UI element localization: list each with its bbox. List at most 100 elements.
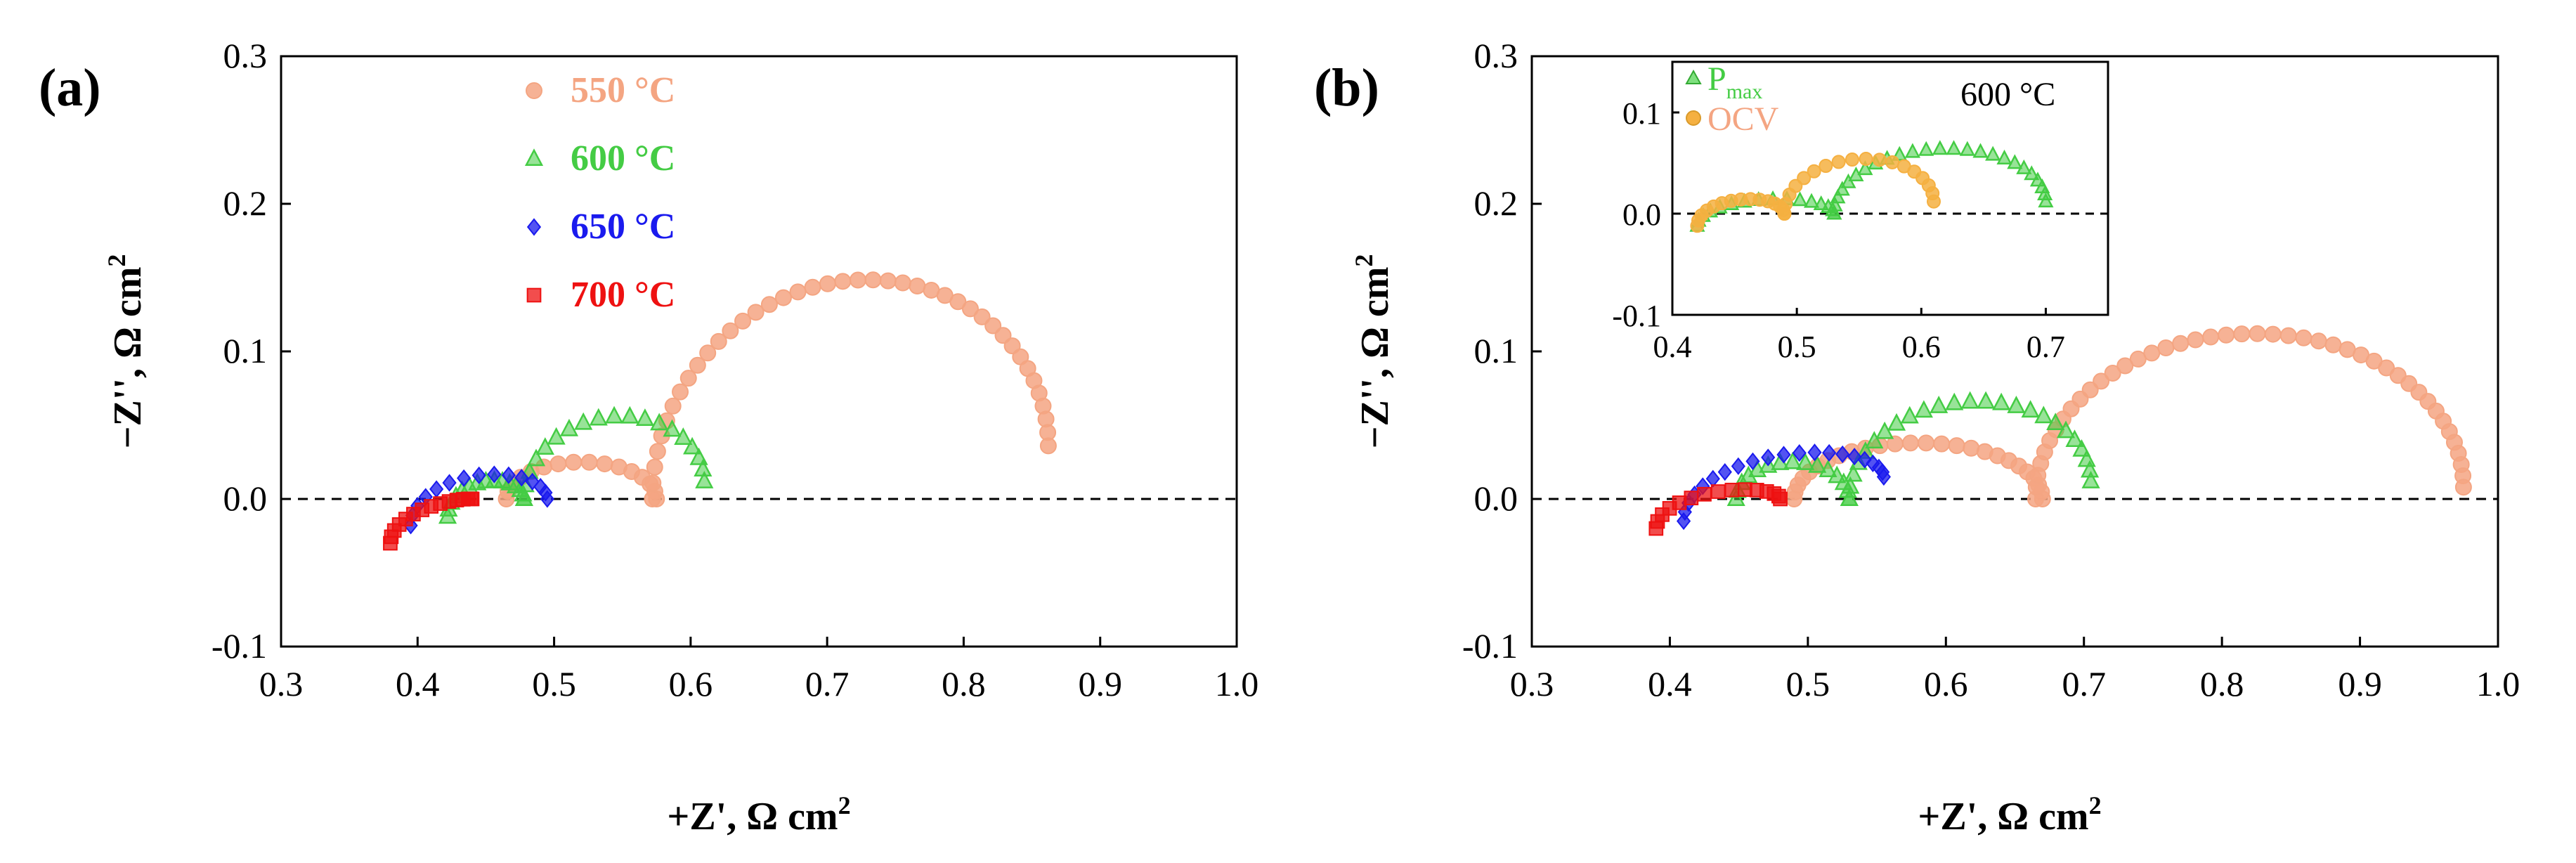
data-point bbox=[635, 408, 654, 426]
data-point bbox=[580, 453, 598, 471]
panel-b: (b) 0.3 0.4 0.5 0.6 0.7 0.8 0.9 1.0-0.10.00.10.… bbox=[1314, 36, 2520, 838]
data-point bbox=[1039, 437, 1057, 455]
data-point bbox=[1948, 437, 1965, 455]
data-point bbox=[1710, 484, 1726, 499]
data-point bbox=[2046, 413, 2065, 431]
inset-frame bbox=[1671, 60, 2109, 316]
data-point bbox=[1827, 196, 1843, 212]
data-point bbox=[819, 275, 836, 292]
data-point bbox=[734, 312, 752, 330]
data-point bbox=[2295, 329, 2312, 346]
data-point bbox=[1872, 153, 1887, 167]
legend-marker bbox=[524, 148, 544, 167]
data-point bbox=[2279, 327, 2297, 344]
x-tick-label: 1.0 bbox=[2476, 664, 2520, 703]
data-point bbox=[2187, 331, 2204, 349]
data-point bbox=[649, 443, 666, 460]
series-ocv bbox=[1690, 152, 1941, 233]
data-point bbox=[1835, 445, 1850, 464]
data-point bbox=[1914, 400, 1933, 418]
data-point bbox=[650, 413, 669, 431]
data-point bbox=[2249, 325, 2266, 342]
data-point bbox=[2233, 325, 2251, 343]
data-point bbox=[1977, 391, 1996, 409]
data-point bbox=[834, 273, 852, 290]
data-point bbox=[1875, 421, 1894, 439]
data-point bbox=[526, 448, 546, 467]
y-tick-label: 0.3 bbox=[223, 36, 268, 75]
data-point bbox=[1796, 453, 1815, 470]
data-point bbox=[984, 317, 1002, 335]
data-point bbox=[2007, 154, 2023, 169]
data-point bbox=[1918, 141, 1934, 156]
data-point bbox=[535, 437, 554, 455]
x-tick-label: 1.0 bbox=[1215, 664, 1259, 703]
panel-a-plot-frame bbox=[280, 55, 1238, 648]
data-point bbox=[2378, 359, 2395, 377]
data-point bbox=[1933, 435, 1951, 453]
data-point bbox=[1731, 457, 1745, 475]
data-point bbox=[2093, 372, 2110, 390]
y-tick-label: 0.0 bbox=[1622, 197, 1661, 232]
data-point bbox=[1808, 455, 1827, 473]
data-point bbox=[747, 304, 765, 321]
data-point bbox=[973, 308, 991, 325]
panel-b-inset: 0.4 0.5 0.6 0.7 -0.1 0.0 0.1 600 °C Pmax OCV bbox=[1612, 60, 2109, 364]
data-point bbox=[2116, 357, 2134, 375]
data-point bbox=[1684, 491, 1699, 505]
legend-marker bbox=[526, 218, 542, 236]
data-point bbox=[961, 300, 979, 318]
data-point bbox=[672, 383, 689, 401]
data-point bbox=[1885, 155, 1900, 169]
x-tick-label: 0.9 bbox=[2338, 664, 2382, 703]
panel-a-data-points bbox=[383, 271, 1057, 551]
data-point bbox=[722, 322, 739, 339]
data-point bbox=[1887, 413, 1906, 431]
inset-data-points bbox=[1689, 140, 2054, 233]
data-point bbox=[789, 283, 807, 301]
data-point bbox=[1963, 439, 1980, 457]
panel-b-label: (b) bbox=[1314, 58, 1379, 117]
data-point bbox=[760, 296, 778, 313]
data-point bbox=[1901, 434, 1919, 452]
y-tick-label: 0.1 bbox=[223, 331, 268, 370]
data-point bbox=[1930, 396, 1949, 413]
data-point bbox=[2264, 325, 2282, 343]
data-point bbox=[1844, 464, 1863, 482]
data-point bbox=[679, 370, 697, 387]
data-point bbox=[1972, 143, 1989, 158]
data-point bbox=[646, 458, 663, 476]
data-point bbox=[1803, 193, 1820, 208]
panel-a-ticks: 0.3 0.4 0.5 0.6 0.7 0.8 0.9 1.0 -0.1 0.0 0.1 0.2 0.3 bbox=[212, 36, 1258, 703]
data-point bbox=[1876, 467, 1891, 486]
data-point bbox=[1992, 392, 2011, 410]
data-point bbox=[471, 466, 486, 485]
data-point bbox=[2007, 396, 2026, 413]
data-point bbox=[1783, 451, 1802, 469]
data-point bbox=[1927, 194, 1941, 209]
data-point bbox=[2065, 429, 2084, 448]
data-point bbox=[699, 344, 717, 362]
y-tick-label: 0.1 bbox=[1474, 331, 1518, 370]
data-point bbox=[549, 455, 567, 473]
panel-a: (a) 0.3 0.4 0.5 0.6 0.7 0.8 0.9 1.0-0.10.00.10.… bbox=[39, 36, 1258, 838]
panel-b-x-axis-title: +Z', Ω cm2 bbox=[1918, 791, 2101, 838]
data-point bbox=[1945, 392, 1964, 410]
data-point bbox=[1834, 181, 1850, 196]
data-point bbox=[1841, 476, 1860, 494]
x-tick-label: 0.7 bbox=[2062, 664, 2106, 703]
data-point bbox=[1819, 460, 1837, 478]
data-point bbox=[2021, 400, 2040, 418]
data-point bbox=[2104, 364, 2121, 382]
legend-label: 550 °C bbox=[571, 70, 675, 110]
inset-legend: Pmax OCV bbox=[1685, 60, 1779, 138]
legend-marker bbox=[526, 82, 542, 99]
data-point bbox=[2454, 479, 2472, 496]
series-700-c bbox=[383, 491, 480, 551]
x-tick-label: 0.3 bbox=[259, 664, 304, 703]
data-point bbox=[1807, 443, 1822, 462]
data-point bbox=[1918, 434, 1935, 452]
x-tick-label: 0.5 bbox=[532, 664, 576, 703]
data-point bbox=[1761, 448, 1776, 467]
data-point bbox=[1819, 159, 1833, 174]
